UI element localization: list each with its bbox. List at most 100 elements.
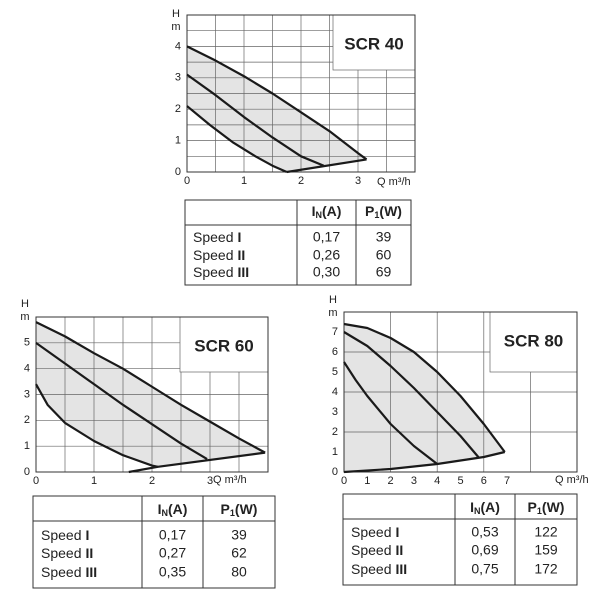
y-tick-label: 5 — [332, 366, 338, 378]
row-speed: III — [395, 561, 407, 577]
x-tick-label: 1 — [91, 475, 97, 487]
row-label-text: Speed — [41, 527, 81, 543]
plot-frame — [186, 14, 416, 173]
y-tick-label: 4 — [332, 386, 338, 398]
header-unit: (A) — [322, 203, 341, 219]
header-unit: (W) — [235, 501, 258, 517]
table-cell: 159 — [534, 542, 558, 558]
y-tick-label: 2 — [332, 426, 338, 438]
y-tick-label: 0 — [332, 466, 338, 478]
pump-curve — [343, 322, 506, 453]
table-cell: 80 — [231, 564, 247, 580]
column-header: P1(W) — [365, 203, 402, 221]
x-axis-label: Q m³/h — [555, 474, 589, 486]
x-axis-label: Q m³/h — [213, 474, 247, 486]
y-tick-label: 3 — [175, 72, 181, 84]
header-symbol: I — [470, 499, 474, 515]
row-label: Speed I — [351, 524, 399, 540]
row-label-text: Speed — [193, 247, 233, 263]
pump-curve — [186, 105, 288, 174]
x-tick-label: 3 — [207, 475, 213, 487]
x-tick-label: 2 — [298, 175, 304, 187]
plot-frame — [343, 311, 578, 473]
header-subscript: N — [474, 506, 481, 516]
row-speed: II — [395, 542, 403, 558]
y-tick-label: 2 — [24, 414, 30, 426]
pump-curve — [35, 341, 208, 461]
table-frame — [32, 495, 276, 589]
table-cell: 172 — [534, 561, 558, 577]
table-cell: 39 — [231, 527, 247, 543]
row-label: Speed III — [351, 561, 407, 577]
row-label-text: Speed — [193, 229, 233, 245]
title-box — [332, 14, 416, 71]
plot-frame — [35, 316, 269, 473]
column-header: IN(A) — [312, 203, 342, 221]
row-label-text: Speed — [193, 264, 233, 280]
x-tick-label: 0 — [184, 175, 190, 187]
chart-title: SCR 40 — [344, 34, 404, 53]
row-label-text: Speed — [351, 561, 391, 577]
x-tick-label: 0 — [341, 475, 347, 487]
header-subscript: 1 — [374, 210, 379, 220]
row-label-text: Speed — [351, 524, 391, 540]
table-cell: 60 — [376, 247, 392, 263]
y-axis-label: H — [329, 294, 337, 306]
row-label: Speed II — [193, 247, 245, 263]
header-symbol: I — [158, 501, 162, 517]
x-tick-label: 7 — [504, 475, 510, 487]
y-tick-label: 6 — [332, 346, 338, 358]
table-cell: 0,69 — [471, 542, 498, 558]
row-label-text: Speed — [351, 542, 391, 558]
table-cell: 0,30 — [313, 264, 340, 280]
table-cell: 122 — [534, 524, 558, 540]
header-symbol: P — [365, 203, 374, 219]
column-header: IN(A) — [158, 501, 188, 519]
pump-curve — [186, 45, 368, 161]
table-cell: 0,17 — [159, 527, 186, 543]
x-tick-label: 1 — [241, 175, 247, 187]
header-unit: (W) — [379, 203, 402, 219]
row-speed: I — [237, 229, 241, 245]
y-tick-label: 2 — [175, 103, 181, 115]
row-label: Speed III — [41, 564, 97, 580]
y-axis-unit: m — [328, 307, 337, 319]
pump-curve — [343, 450, 506, 474]
header-symbol: P — [528, 499, 537, 515]
table-frame — [184, 199, 412, 286]
chart-title: SCR 80 — [504, 331, 564, 350]
operating-area — [36, 322, 266, 472]
pump-curve — [343, 331, 480, 459]
table-cell: 0,75 — [471, 561, 498, 577]
y-axis-label: H — [21, 298, 29, 310]
x-tick-label: 2 — [388, 475, 394, 487]
row-label: Speed I — [41, 527, 89, 543]
y-tick-label: 1 — [175, 135, 181, 147]
row-speed: III — [237, 264, 249, 280]
header-subscript: 1 — [537, 506, 542, 516]
x-tick-label: 5 — [457, 475, 463, 487]
row-label: Speed II — [41, 545, 93, 561]
row-label: Speed I — [193, 229, 241, 245]
pump-curve — [35, 321, 266, 454]
y-tick-label: 1 — [332, 446, 338, 458]
x-tick-label: 6 — [481, 475, 487, 487]
pump-curve — [343, 361, 438, 465]
row-speed: I — [85, 527, 89, 543]
y-tick-label: 7 — [332, 326, 338, 338]
y-axis-label: H — [172, 8, 180, 20]
header-subscript: 1 — [230, 508, 235, 518]
y-tick-label: 1 — [24, 440, 30, 452]
header-unit: (A) — [480, 499, 499, 515]
header-unit: (A) — [168, 501, 187, 517]
pump-curve — [35, 383, 159, 468]
row-label-text: Speed — [41, 564, 81, 580]
x-tick-label: 2 — [149, 475, 155, 487]
y-tick-label: 0 — [175, 166, 181, 178]
table-cell: 62 — [231, 545, 247, 561]
title-box — [489, 311, 578, 373]
chart-title: SCR 60 — [194, 336, 254, 355]
x-tick-label: 3 — [355, 175, 361, 187]
y-tick-label: 3 — [332, 406, 338, 418]
